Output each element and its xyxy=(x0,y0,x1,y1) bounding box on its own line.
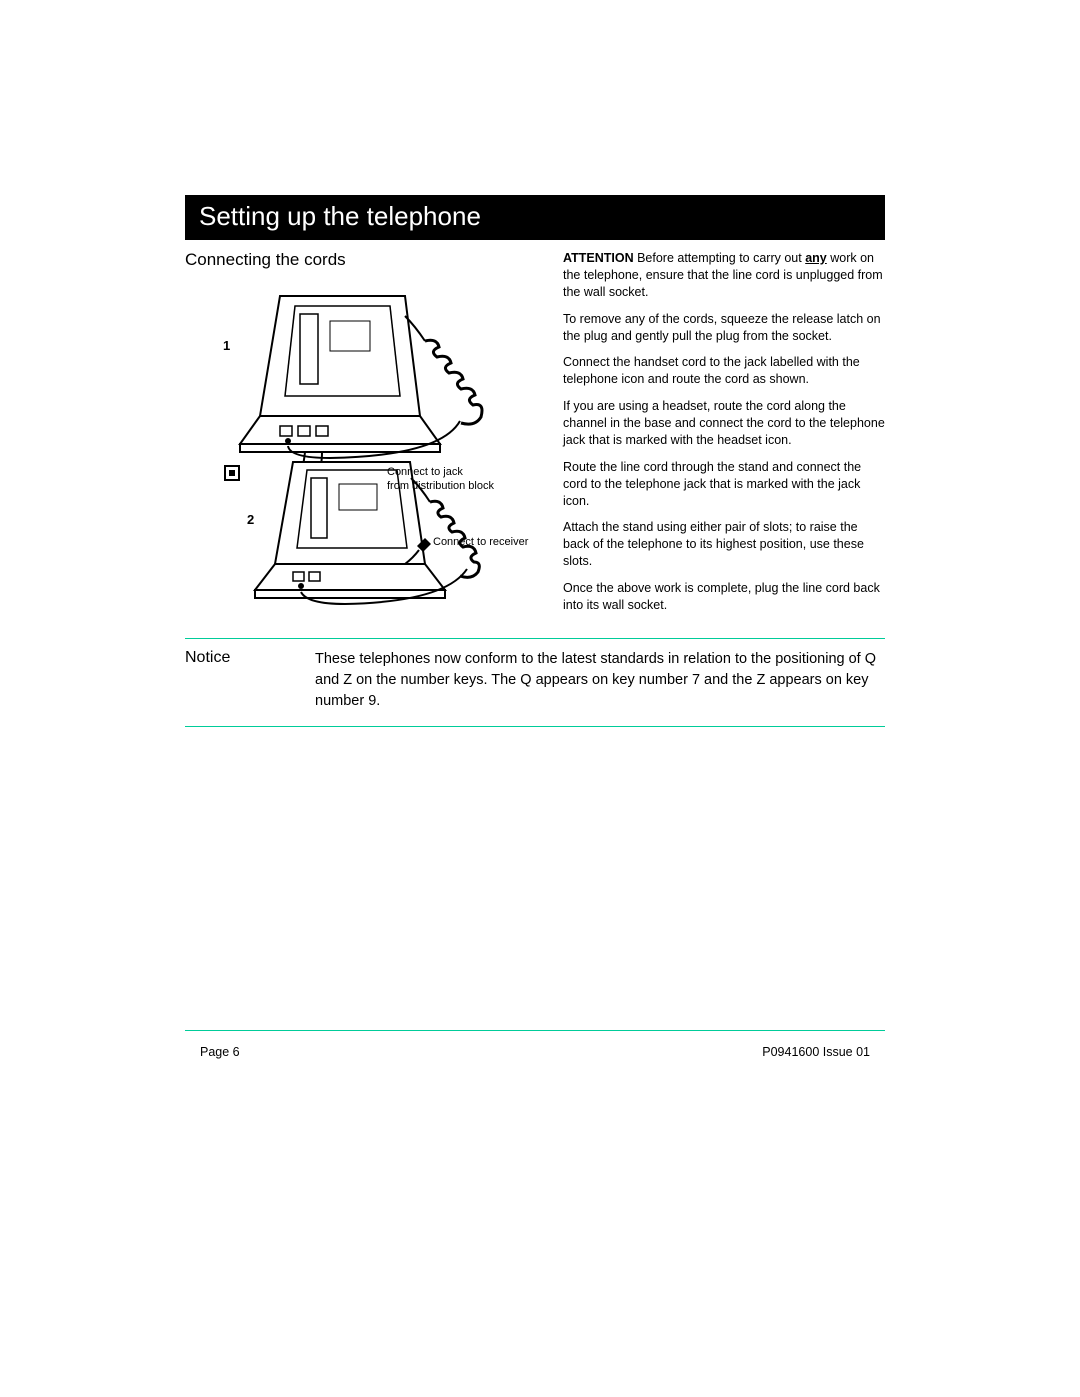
footer-doc: P0941600 Issue 01 xyxy=(762,1045,870,1059)
subsection-heading: Connecting the cords xyxy=(185,250,555,270)
connection-diagram xyxy=(185,276,540,606)
right-column: ATTENTION Before attempting to carry out… xyxy=(555,250,885,624)
diagram-number-2: 2 xyxy=(247,512,254,529)
attention-label: ATTENTION xyxy=(563,251,634,265)
diagram-caption-receiver: Connect to receiver xyxy=(433,535,528,549)
instruction-p4: If you are using a headset, route the co… xyxy=(563,398,885,449)
diagram-number-1: 1 xyxy=(223,338,230,355)
notice-body: These telephones now conform to the late… xyxy=(315,649,885,712)
instruction-p3: Connect the handset cord to the jack lab… xyxy=(563,354,885,388)
section-title-bar: Setting up the telephone xyxy=(185,195,885,240)
left-column: Connecting the cords xyxy=(185,250,555,624)
instruction-p1: ATTENTION Before attempting to carry out… xyxy=(563,250,885,301)
divider-2 xyxy=(185,726,885,727)
page-content: Setting up the telephone Connecting the … xyxy=(185,195,885,737)
diagram-caption-jack-2: from distribution block xyxy=(387,479,494,493)
notice-row: Notice These telephones now conform to t… xyxy=(185,649,885,712)
instruction-p5: Route the line cord through the stand an… xyxy=(563,459,885,510)
diagram-caption-jack-1: Connect to jack xyxy=(387,465,463,479)
p1-text-a: Before attempting to carry out xyxy=(634,251,806,265)
section-title: Setting up the telephone xyxy=(199,201,481,231)
instruction-p6: Attach the stand using either pair of sl… xyxy=(563,519,885,570)
divider-1 xyxy=(185,638,885,639)
instruction-p2: To remove any of the cords, squeeze the … xyxy=(563,311,885,345)
footer-rule xyxy=(185,1030,885,1031)
footer-page: Page 6 xyxy=(200,1045,240,1059)
p1-any: any xyxy=(805,251,827,265)
instruction-p7: Once the above work is complete, plug th… xyxy=(563,580,885,614)
notice-label: Notice xyxy=(185,649,315,712)
page-footer: Page 6 P0941600 Issue 01 xyxy=(200,1045,870,1059)
main-row: Connecting the cords xyxy=(185,250,885,624)
